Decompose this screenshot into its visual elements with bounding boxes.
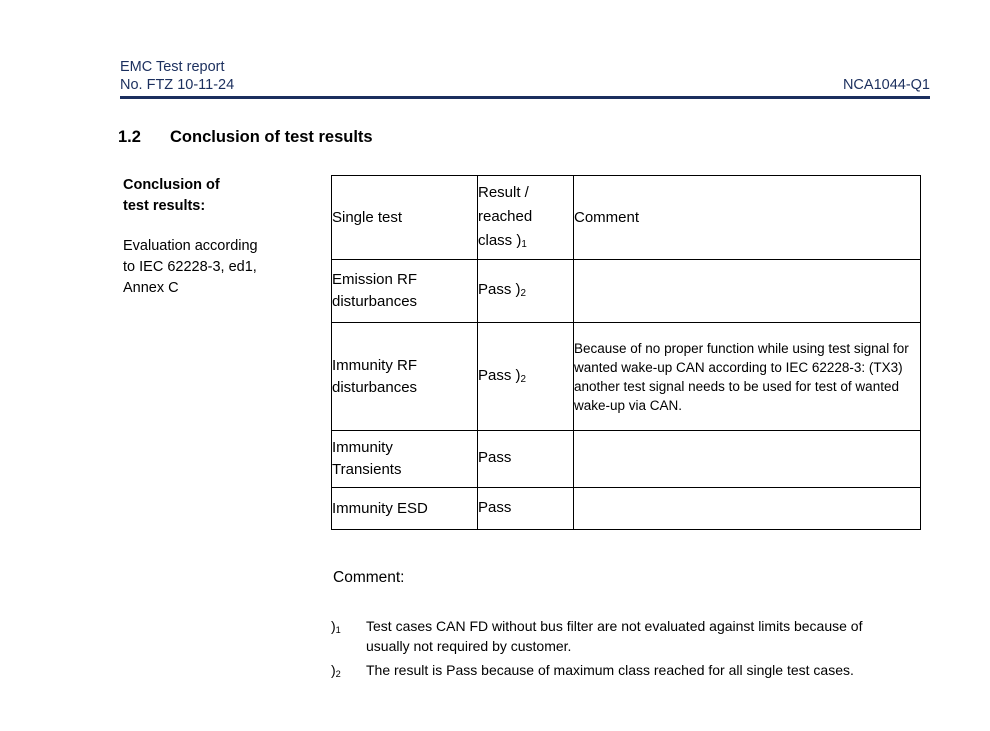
conclusion-results-table: Single test Result / reached class )1 Co… — [331, 175, 921, 530]
footnote-marker-number: 1 — [335, 625, 341, 636]
comment-section-label: Comment: — [333, 569, 405, 586]
column-header-comment: Comment — [573, 175, 921, 260]
footnote-marker: )2 — [331, 661, 366, 683]
row-test-name-line-2: disturbances — [332, 378, 418, 396]
side-body-line-3: Annex C — [123, 280, 179, 296]
footnote-marker: )1 — [331, 617, 366, 656]
section-heading-text: Conclusion of test results — [170, 128, 373, 146]
table-row: Immunity Transients Pass — [331, 430, 921, 488]
section-number: 1.2 — [118, 128, 141, 146]
footnote-text: The result is Pass because of maximum cl… — [366, 662, 854, 678]
table-row: Immunity ESD Pass — [331, 487, 921, 530]
footnote-marker-number: 2 — [335, 669, 341, 680]
side-heading-line-1: Conclusion of — [123, 177, 220, 193]
row-result-text: Pass — [478, 449, 512, 466]
page-header: EMC Test report No. FTZ 10-11-24 NCA1044… — [120, 58, 930, 99]
row-comment: Because of no proper function while usin… — [573, 322, 921, 431]
row-test-name-line-2: disturbances — [332, 293, 418, 310]
table-row: Immunity RF disturbances Pass )2 Because… — [331, 322, 921, 431]
footnote-item: )1 Test cases CAN FD without bus filter … — [331, 617, 906, 656]
row-result: Pass — [477, 487, 574, 530]
row-result-text: Pass ) — [478, 281, 521, 298]
row-test-name: Immunity Transients — [331, 430, 478, 488]
column-header-result-line-3: class )1 — [478, 229, 573, 255]
column-header-result: Result / reached class )1 — [477, 175, 574, 260]
side-body: Evaluation according to IEC 62228-3, ed1… — [123, 236, 318, 299]
footnote-marker-1: 1 — [521, 238, 527, 250]
column-header-result-line-1: Result / — [478, 183, 529, 201]
row-test-name-line-1: Emission RF — [332, 271, 418, 288]
column-header-single-test: Single test — [331, 175, 478, 260]
row-result-text: Pass — [478, 498, 512, 516]
header-device-name: NCA1044-Q1 — [842, 77, 930, 93]
row-result: Pass — [477, 430, 574, 488]
side-body-line-1: Evaluation according — [123, 238, 258, 254]
column-header-result-line-3-text: class ) — [478, 231, 522, 249]
table-row: Emission RF disturbances Pass )2 — [331, 259, 921, 323]
row-test-name-line-1: Immunity RF — [332, 356, 418, 374]
row-comment — [573, 259, 921, 323]
table-header-row: Single test Result / reached class )1 Co… — [331, 175, 921, 260]
header-report-title: EMC Test report — [120, 59, 225, 75]
header-divider — [120, 96, 930, 99]
side-label-block: Conclusion of test results: Evaluation a… — [123, 175, 318, 299]
side-body-line-2: to IEC 62228-3, ed1, — [123, 259, 257, 275]
row-test-name-line-1: Immunity — [332, 439, 393, 456]
header-row: EMC Test report No. FTZ 10-11-24 NCA1044… — [120, 58, 930, 94]
footnote-list: )1 Test cases CAN FD without bus filter … — [331, 617, 906, 688]
row-result: Pass )2 — [477, 259, 574, 323]
row-test-name-line-2: Transients — [332, 461, 402, 478]
column-header-result-line-2: reached — [478, 207, 533, 225]
row-test-name: Immunity RF disturbances — [331, 322, 478, 431]
row-test-name-line-1: Immunity ESD — [332, 499, 428, 517]
row-comment — [573, 430, 921, 488]
row-test-name: Emission RF disturbances — [331, 259, 478, 323]
footnote-text: Test cases CAN FD without bus filter are… — [366, 618, 863, 654]
row-comment — [573, 487, 921, 530]
row-result: Pass )2 — [477, 322, 574, 431]
header-report-id: EMC Test report No. FTZ 10-11-24 — [120, 58, 234, 94]
side-heading-line-2: test results: — [123, 198, 206, 214]
footnote-marker-paren: ) — [331, 618, 336, 634]
page-title: 1.2 Conclusion of test results — [118, 128, 373, 147]
row-result-text: Pass ) — [478, 366, 521, 384]
footnote-marker-paren: ) — [331, 662, 336, 678]
header-report-number: No. FTZ 10-11-24 — [120, 77, 235, 93]
footnote-marker-2: 2 — [520, 373, 527, 385]
side-heading: Conclusion of test results: — [123, 175, 318, 217]
footnote-marker-2: 2 — [520, 288, 527, 300]
footnote-item: )2 The result is Pass because of maximum… — [331, 661, 906, 683]
row-test-name: Immunity ESD — [331, 487, 478, 530]
